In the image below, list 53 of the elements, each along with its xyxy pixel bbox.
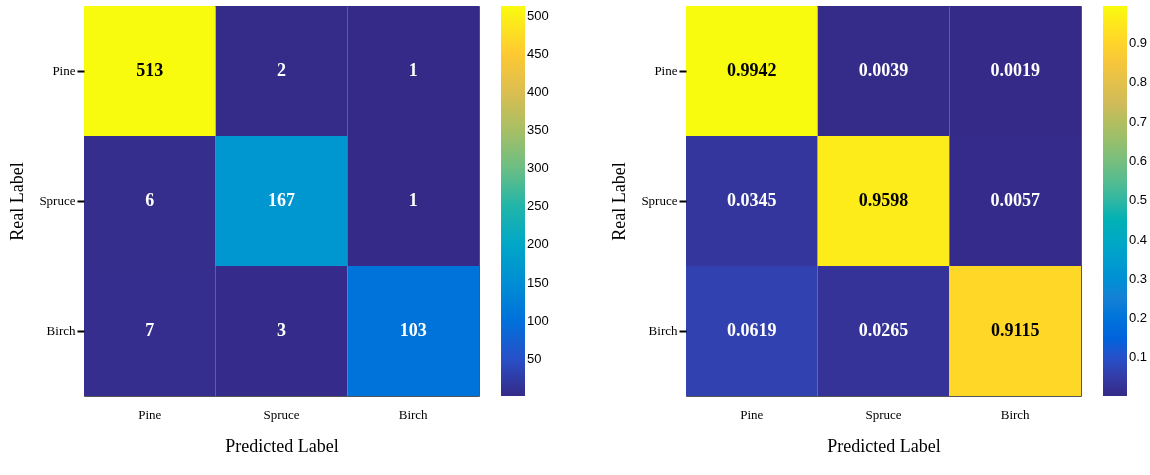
color-bar-label: 0.2 [1129, 310, 1148, 326]
x-tick-label: Spruce [865, 406, 902, 422]
data-label: 3 [277, 320, 286, 340]
data-label: 0.0039 [858, 60, 909, 80]
y-axis-title: Real Label [7, 162, 28, 241]
color-bar-label: 0.9 [1129, 35, 1148, 51]
color-bar-label: 500 [527, 7, 549, 23]
data-label: 0.9942 [727, 60, 777, 80]
data-label: 167 [268, 190, 295, 210]
data-label: 0.0265 [858, 320, 909, 340]
color-bar-label: 0.8 [1129, 74, 1148, 90]
color-bar-label: 100 [527, 312, 549, 328]
data-label: 2 [277, 60, 286, 80]
color-bar-label: 200 [527, 236, 549, 252]
color-bar-label: 0.3 [1129, 270, 1148, 286]
x-tick-label: Spruce [263, 406, 300, 422]
color-bar-label: 0.4 [1129, 231, 1148, 247]
y-tick-label: Pine [52, 63, 76, 78]
color-bar-label: 400 [527, 84, 549, 100]
data-label: 6 [145, 190, 155, 210]
y-tick-label: Birch [46, 323, 76, 338]
x-tick-label: Birch [398, 406, 429, 422]
x-axis-title: Predicted Label [225, 435, 339, 456]
x-tick-label: Birch [1000, 406, 1031, 422]
color-bar-label: 50 [527, 350, 542, 366]
y-axis-title: Real Label [609, 162, 630, 241]
color-bar-label: 250 [527, 198, 549, 214]
y-tick-label: Spruce [641, 193, 678, 208]
y-tick-label: Birch [648, 323, 678, 338]
data-label: 0.0619 [727, 320, 777, 340]
color-bar-label: 350 [527, 122, 549, 138]
color-bar-label: 0.1 [1129, 349, 1148, 365]
x-tick-label: Pine [740, 406, 764, 422]
y-tick-label: Pine [654, 63, 678, 78]
data-label: 103 [399, 320, 427, 340]
data-label: 0.0345 [727, 190, 777, 210]
y-tick-label: Spruce [39, 193, 76, 208]
data-label: 7 [145, 320, 155, 340]
data-label: 1 [408, 190, 418, 210]
color-bar-label: 0.7 [1129, 113, 1148, 129]
color-bar-label: 300 [527, 160, 549, 176]
color-bar-label: 150 [527, 274, 549, 290]
data-label: 0.0019 [990, 60, 1040, 80]
color-bar-label: 0.6 [1129, 152, 1148, 168]
color-bar-label: 0.5 [1129, 192, 1148, 208]
x-tick-label: Pine [138, 406, 162, 422]
data-label: 0.0057 [990, 190, 1040, 210]
data-label: 1 [408, 60, 418, 80]
x-axis-title: Predicted Label [827, 435, 941, 456]
color-bar-label: 450 [527, 45, 549, 61]
data-label: 0.9115 [990, 320, 1040, 340]
data-label: 0.9598 [858, 190, 909, 210]
data-label: 513 [136, 60, 164, 80]
